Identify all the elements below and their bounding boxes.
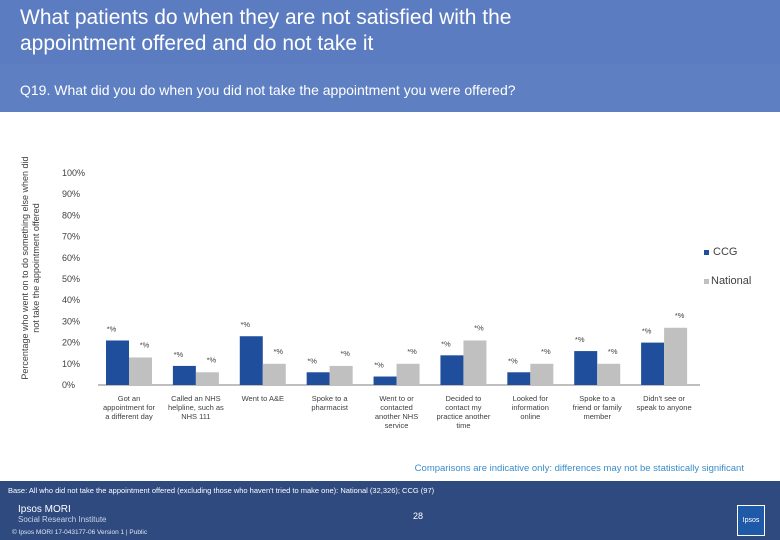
- y-tick-label: 50%: [62, 274, 80, 284]
- category-label-line: Went to or: [379, 394, 414, 403]
- legend-label-national: National: [711, 275, 751, 287]
- category-label-line: friend or family: [573, 403, 622, 412]
- category-label-line: contacted: [380, 403, 413, 412]
- bar-national: [530, 363, 554, 385]
- logo-line-1: Ipsos MORI: [18, 504, 71, 515]
- copyright-text: © Ipsos MORI 17-043177-06 Version 1 | Pu…: [12, 529, 148, 536]
- bar-ccg: [641, 342, 665, 385]
- data-label: *%: [307, 356, 317, 365]
- bar-ccg: [172, 365, 196, 385]
- data-label: *%: [140, 340, 150, 349]
- data-label: *%: [642, 327, 652, 336]
- bar-ccg: [373, 376, 397, 385]
- data-label: *%: [374, 361, 384, 370]
- category-label-line: Spoke to a: [312, 394, 349, 403]
- category-label-line: appointment for: [103, 403, 156, 412]
- category-label: Decided to contact my practice another time: [437, 394, 491, 430]
- category-label-line: NHS 111: [181, 412, 210, 421]
- bar-national: [463, 340, 487, 385]
- category-label-line: practice another: [437, 412, 491, 421]
- y-tick-label: 0%: [62, 380, 75, 390]
- category-label-line: Called an NHS: [171, 394, 221, 403]
- data-label: *%: [608, 347, 618, 356]
- category-label-line: pharmacist: [311, 403, 349, 412]
- category-label-line: a different day: [105, 412, 153, 421]
- data-label: *%: [441, 339, 451, 348]
- footer-bar: [0, 481, 780, 540]
- bar-ccg: [574, 351, 598, 385]
- question-text: Q19. What did you do when you did not ta…: [20, 82, 516, 98]
- data-label: *%: [541, 347, 551, 356]
- data-label: *%: [273, 347, 283, 356]
- category-label-line: Didn't see or: [643, 394, 685, 403]
- base-note: Base: All who did not take the appointme…: [8, 486, 435, 495]
- category-label-line: time: [456, 421, 470, 430]
- data-label: *%: [207, 355, 217, 364]
- bar-national: [262, 363, 286, 385]
- category-label-line: Decided to: [446, 394, 482, 403]
- ipsos-logo: Ipsos MORI Social Research Institute: [18, 505, 107, 525]
- category-label-line: Got an: [118, 394, 141, 403]
- category-label-line: another NHS: [375, 412, 418, 421]
- data-label: *%: [575, 335, 585, 344]
- data-label: *%: [240, 320, 250, 329]
- y-tick-label: 40%: [62, 295, 80, 305]
- category-label: Didn't see or speak to anyone: [637, 394, 692, 412]
- data-label: *%: [675, 311, 685, 320]
- y-tick-label: 30%: [62, 316, 80, 326]
- bar-national: [597, 363, 621, 385]
- bar-national: [195, 372, 219, 385]
- category-label-line: online: [520, 412, 540, 421]
- ipsos-badge: Ipsos: [737, 505, 765, 536]
- data-label: *%: [407, 347, 417, 356]
- category-label-line: contact my: [445, 403, 482, 412]
- category-label-line: service: [385, 421, 409, 430]
- category-label: Went to or contacted another NHS service: [375, 394, 418, 430]
- y-tick-label: 70%: [62, 232, 80, 242]
- bar-national: [129, 357, 152, 385]
- data-label: *%: [508, 356, 518, 365]
- logo-line-2: Social Research Institute: [18, 515, 107, 524]
- category-label-line: information: [512, 403, 549, 412]
- data-label: *%: [340, 349, 350, 358]
- category-label-line: Spoke to a: [579, 394, 616, 403]
- legend-label-ccg: CCG: [713, 246, 737, 258]
- title-bar: [0, 0, 780, 64]
- bar-ccg: [306, 372, 330, 385]
- data-label: *%: [107, 324, 117, 333]
- category-label-line: member: [583, 412, 611, 421]
- page-number: 28: [413, 511, 424, 521]
- legend-swatch-national: [704, 279, 709, 284]
- question-bar: [0, 64, 780, 112]
- y-tick-label: 20%: [62, 338, 80, 348]
- bar-ccg: [106, 340, 129, 385]
- page-title: What patients do when they are not satis…: [20, 6, 512, 55]
- bar-national: [396, 363, 420, 385]
- bar-ccg: [507, 372, 531, 385]
- bar-ccg: [440, 355, 464, 385]
- category-label-line: Looked for: [513, 394, 549, 403]
- bar-ccg: [239, 336, 263, 385]
- data-label: *%: [174, 350, 184, 359]
- data-label: *%: [474, 323, 484, 332]
- y-tick-label: 60%: [62, 253, 80, 263]
- category-label: Got an appointment for a different day: [103, 394, 156, 421]
- category-label: Spoke to a pharmacist: [311, 394, 349, 412]
- y-tick-label: 100%: [62, 168, 85, 178]
- y-tick-label: 80%: [62, 210, 80, 220]
- category-label: Went to A&E: [242, 394, 284, 403]
- legend-swatch-ccg: [704, 250, 709, 255]
- bar-chart: 0% 10% 20% 30% 40% 50% 60% 70% 80% 90% 100% *% *% *%…: [62, 168, 751, 430]
- bar-national: [664, 327, 688, 385]
- category-label-line: speak to anyone: [637, 403, 692, 412]
- category-label-line: Went to A&E: [242, 394, 284, 403]
- category-label: Spoke to a friend or family member: [573, 394, 622, 421]
- y-tick-label: 90%: [62, 189, 80, 199]
- bar-national: [329, 365, 353, 385]
- comparison-note: Comparisons are indicative only: differe…: [414, 463, 744, 474]
- category-label-line: helpline, such as: [168, 403, 224, 412]
- category-label: Looked for information online: [512, 394, 549, 421]
- category-label: Called an NHS helpline, such as NHS 111: [168, 394, 224, 421]
- y-tick-label: 10%: [62, 359, 80, 369]
